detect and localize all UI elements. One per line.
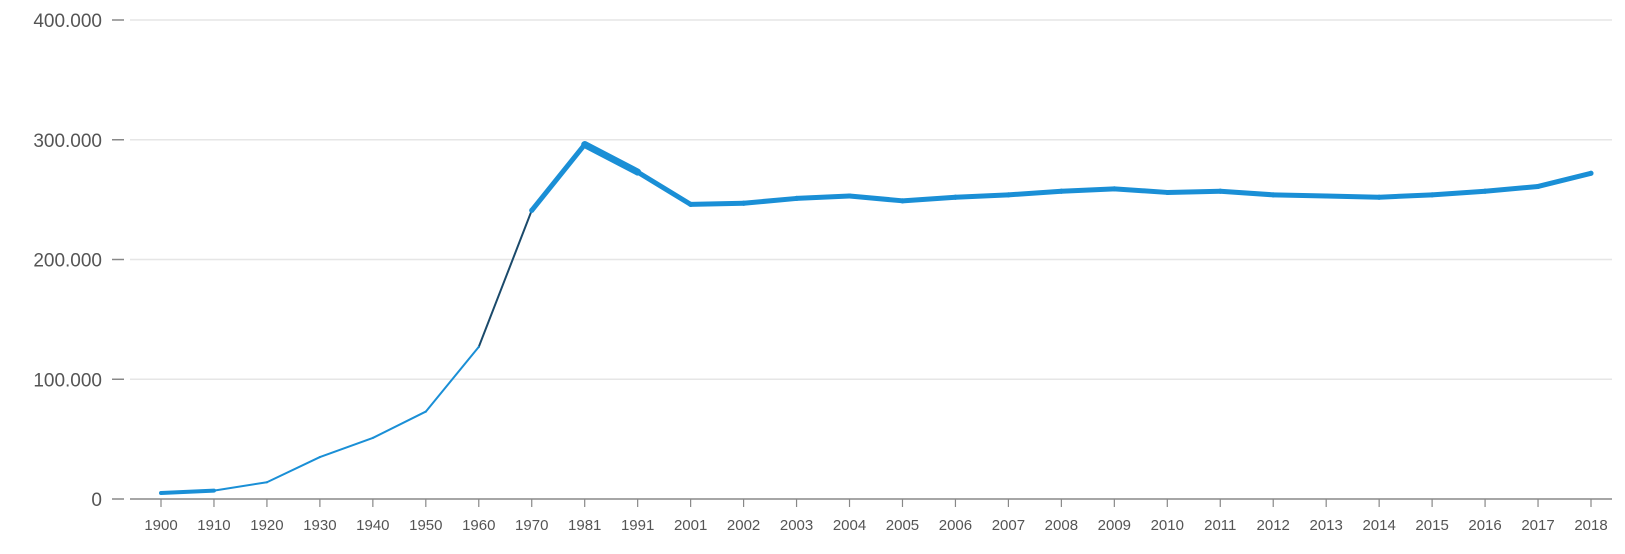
- x-tick-label: 2001: [674, 517, 707, 534]
- data-point: [794, 195, 800, 201]
- data-point: [1482, 188, 1488, 194]
- x-tick-label: 1981: [568, 517, 601, 534]
- data-point: [1164, 189, 1170, 195]
- x-tick-label: 2011: [1204, 517, 1236, 534]
- data-point: [371, 436, 374, 439]
- x-tick-label: 1970: [515, 517, 548, 534]
- x-tick-label: 2018: [1574, 517, 1607, 534]
- x-tick-label: 1910: [197, 517, 230, 534]
- x-tick-label: 2008: [1045, 517, 1078, 534]
- series-segment: [847, 193, 905, 204]
- series-segment: [265, 456, 321, 484]
- data-point: [212, 489, 215, 492]
- data-point: [741, 200, 747, 206]
- data-point: [529, 207, 535, 213]
- data-point: [1323, 193, 1329, 199]
- series-segment: [794, 193, 853, 201]
- x-tick-label: 1991: [621, 517, 654, 534]
- y-tick-label: 100.000: [33, 370, 102, 391]
- x-tick-label: 2005: [886, 517, 919, 534]
- data-point: [1111, 186, 1117, 192]
- series-segment: [635, 169, 694, 207]
- data-point: [1429, 192, 1435, 198]
- data-point: [635, 169, 641, 175]
- data-point: [688, 201, 694, 207]
- x-tick-label: 2003: [780, 517, 813, 534]
- x-tick-label: 2015: [1415, 517, 1448, 534]
- y-tick-label: 0: [91, 490, 102, 511]
- x-tick-label: 2009: [1098, 517, 1131, 534]
- x-tick-label: 2010: [1151, 517, 1184, 534]
- series-segment: [1376, 192, 1435, 200]
- data-point: [160, 492, 162, 495]
- x-tick-label: 2007: [992, 517, 1025, 534]
- x-tick-label: 2013: [1309, 517, 1342, 534]
- data-point: [1588, 170, 1594, 176]
- series-segment: [318, 436, 374, 459]
- series-segment: [899, 194, 958, 204]
- series-segment: [1429, 188, 1488, 198]
- x-tick-label: 2014: [1362, 517, 1395, 534]
- data-point: [952, 194, 958, 200]
- x-tick-label: 1940: [356, 517, 389, 534]
- x-tick-label: 2004: [833, 517, 866, 534]
- x-tick-label: 2017: [1521, 517, 1554, 534]
- series-segment: [1217, 188, 1276, 198]
- x-tick-label: 2006: [939, 517, 972, 534]
- y-tick-label: 300.000: [33, 131, 102, 152]
- data-point: [424, 410, 427, 413]
- x-axis-ticks: 1900 1910 1920 1930 1940 1950 1960 1970 1981 1991…: [144, 499, 1608, 534]
- data-point: [899, 198, 905, 204]
- series-segment: [424, 345, 480, 413]
- data-point: [318, 456, 321, 459]
- gridlines: [130, 19, 1612, 380]
- series-segment: [581, 141, 642, 176]
- data-point: [1217, 188, 1223, 194]
- data-point: [477, 345, 480, 348]
- series-segment: [159, 488, 216, 496]
- y-tick-label: 400.000: [33, 11, 102, 32]
- data-point: [582, 142, 588, 148]
- series-segment: [1482, 183, 1541, 194]
- x-tick-label: 1900: [144, 517, 177, 534]
- x-tick-label: 1960: [462, 517, 495, 534]
- data-point: [1376, 194, 1382, 200]
- series-segment: [1535, 170, 1594, 189]
- data-point: [847, 193, 853, 199]
- series-segment: [529, 142, 588, 213]
- data-point: [1058, 188, 1064, 194]
- series-segment: [1005, 188, 1064, 198]
- series-segment: [741, 195, 800, 206]
- y-tick-label: 200.000: [33, 251, 102, 272]
- series-segment: [1270, 192, 1329, 199]
- x-tick-label: 1930: [303, 517, 336, 534]
- data-point: [1005, 192, 1011, 198]
- x-tick-label: 2012: [1257, 517, 1290, 534]
- series-segment: [371, 410, 427, 439]
- x-tick-label: 1920: [250, 517, 283, 534]
- series-layer: [159, 141, 1594, 496]
- x-tick-label: 2016: [1468, 517, 1501, 534]
- y-axis-ticks: 0 100.000 200.000 300.000 400.000: [33, 11, 124, 511]
- series-segment: [1164, 188, 1223, 195]
- series-segment: [1323, 193, 1382, 200]
- series-segment: [1058, 186, 1117, 194]
- series-segment: [688, 200, 747, 207]
- series-segment: [477, 209, 533, 348]
- x-tick-label: 2002: [727, 517, 760, 534]
- data-point: [265, 481, 268, 484]
- data-point: [1270, 192, 1276, 198]
- x-tick-label: 1950: [409, 517, 442, 534]
- series-segment: [212, 481, 268, 492]
- series-segment: [1111, 186, 1170, 195]
- data-point: [1535, 183, 1541, 189]
- series-segment: [952, 192, 1011, 200]
